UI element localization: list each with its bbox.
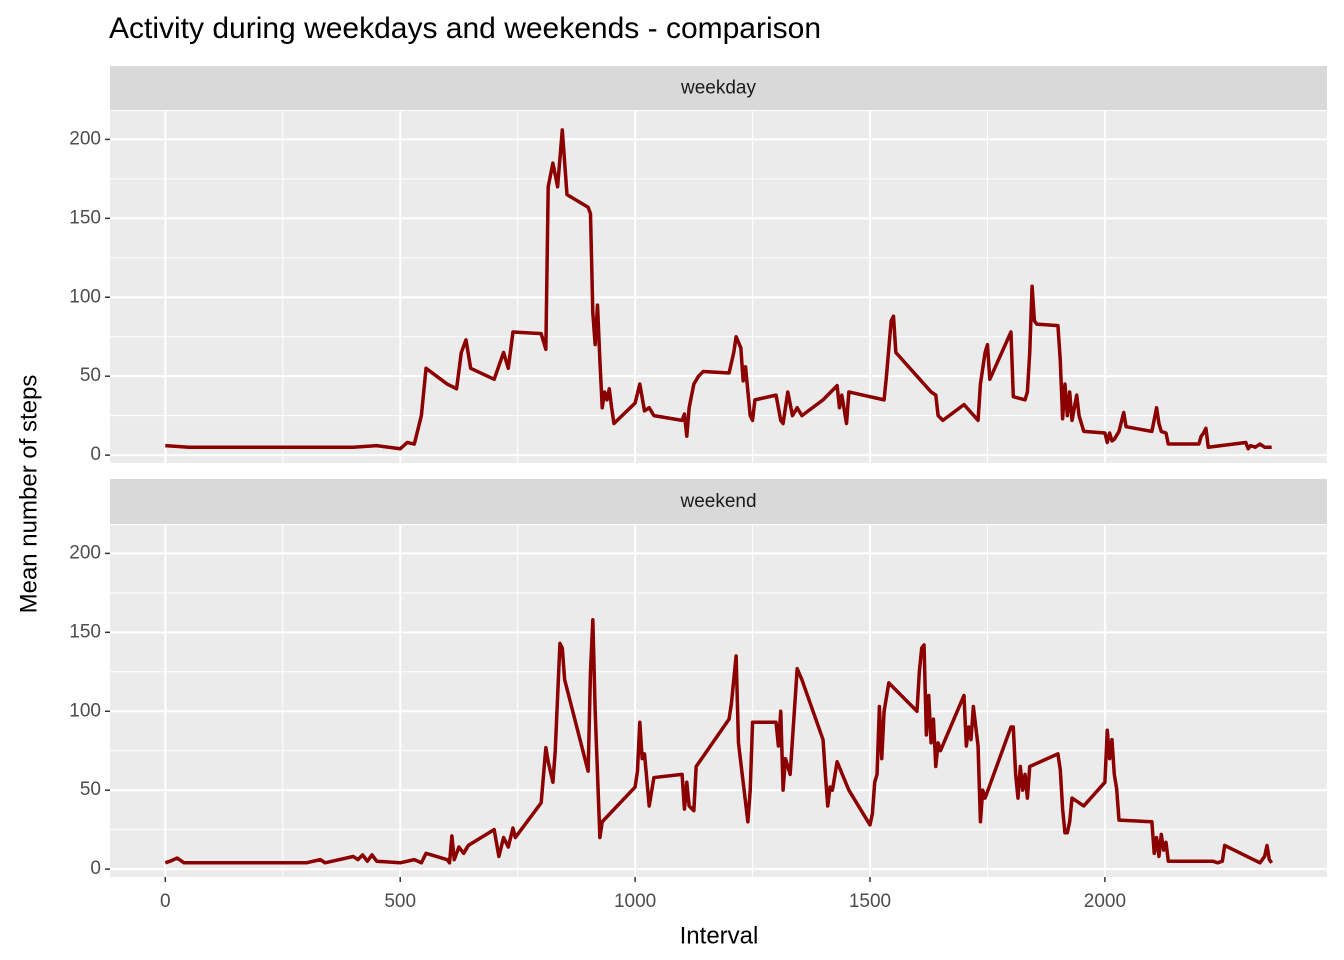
x-tick-label: 2000 [1084, 891, 1126, 912]
y-tick-label: 50 [80, 365, 101, 386]
x-tick-label: 1000 [614, 891, 656, 912]
data-line [164, 617, 1274, 865]
y-tick-label: 200 [69, 542, 101, 563]
chart-title: Activity during weekdays and weekends - … [109, 12, 821, 45]
strip [110, 66, 1327, 110]
y-tick-label: 0 [90, 444, 101, 465]
y-tick-label: 0 [90, 858, 101, 879]
strip-label: weekday [680, 78, 756, 99]
y-tick-label: 150 [69, 621, 101, 642]
x-tick-label: 0 [160, 891, 171, 912]
y-tick-label: 100 [69, 286, 101, 307]
y-tick-label: 200 [69, 128, 101, 149]
x-tick-label: 1500 [849, 891, 891, 912]
x-tick-label: 500 [384, 891, 416, 912]
panel [110, 111, 1327, 463]
y-tick-label: 150 [69, 207, 101, 228]
panel [110, 525, 1327, 877]
strip [110, 479, 1327, 524]
strip-label: weekend [679, 491, 756, 512]
data-line [165, 128, 1272, 451]
y-tick-label: 50 [80, 779, 101, 800]
y-axis-label: Mean number of steps [15, 375, 42, 614]
y-tick-label: 100 [69, 700, 101, 721]
x-axis-label: Interval [680, 922, 759, 949]
